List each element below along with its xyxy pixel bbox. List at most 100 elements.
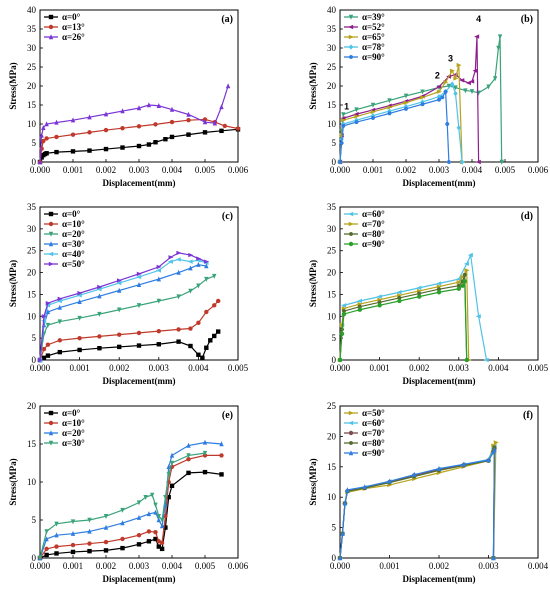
data-point [354, 114, 360, 119]
x-tick-label: 0.002 [96, 561, 116, 571]
legend-label: α=0° [62, 12, 81, 22]
data-point [70, 530, 76, 536]
series-0 [37, 329, 221, 363]
panel-6: 0.000 0.001 0.002 0.003 0.004 0 5 10 15 20 25 Displ… [308, 401, 549, 584]
data-point [387, 478, 392, 484]
data-point [204, 259, 210, 264]
series-line [339, 281, 468, 361]
data-point [202, 119, 208, 125]
data-point [420, 89, 425, 95]
legend-label: α=90° [362, 448, 385, 458]
x-tick-label: 0.000 [330, 165, 351, 175]
data-point [57, 319, 62, 325]
x-axis-title: Displacement(mm) [103, 376, 176, 386]
legend-label: α=20° [62, 229, 85, 239]
panel-label: (e) [222, 410, 233, 421]
x-tick-label: 0.000 [330, 561, 351, 571]
panel-label: (a) [221, 14, 233, 25]
y-tick-label: 5 [32, 333, 37, 343]
y-tick-label: 25 [327, 246, 337, 256]
legend-label: α=80° [362, 229, 385, 239]
data-point [412, 471, 417, 477]
data-point [341, 118, 347, 123]
y-tick-label: 30 [327, 43, 337, 53]
y-tick-label: 10 [27, 119, 37, 129]
data-point [44, 546, 49, 552]
data-point [186, 132, 191, 137]
data-point [169, 134, 175, 140]
data-point [44, 536, 49, 542]
data-point [186, 470, 191, 476]
data-point [136, 274, 142, 280]
legend-marker [348, 34, 354, 40]
data-point [196, 283, 201, 289]
data-point [87, 548, 92, 554]
y-axis-title: Stress(MPa) [8, 62, 18, 109]
data-point [204, 263, 209, 269]
x-tick-label: 0.002 [409, 363, 429, 373]
data-point [219, 453, 224, 458]
x-tick-label: 0.000 [30, 363, 51, 373]
data-point [456, 279, 462, 285]
panel-1: 0.000 0.001 0.002 0.003 0.004 0.005 0.006 0 5 10 1… [8, 5, 249, 188]
data-point [156, 298, 161, 304]
data-point [337, 357, 343, 363]
data-point [37, 357, 43, 363]
data-point [202, 130, 208, 135]
series-5 [37, 250, 210, 363]
plot-frame [39, 206, 239, 361]
y-tick-label: 10 [327, 311, 337, 321]
data-point [453, 76, 459, 81]
panel-4: 0.000 0.001 0.002 0.003 0.004 0.005 0 5 10 15 20 25… [308, 202, 549, 386]
data-point [416, 285, 422, 291]
data-point [57, 349, 62, 355]
series-1 [337, 444, 497, 561]
data-point [188, 252, 194, 258]
data-point [120, 545, 125, 551]
data-point [70, 519, 76, 525]
y-tick-label: 5 [332, 333, 337, 343]
data-point [117, 287, 122, 293]
y-tick-label: 20 [327, 431, 337, 441]
y-tick-label: 20 [327, 81, 337, 91]
legend-marker [348, 211, 354, 217]
data-point [41, 355, 47, 361]
x-tick-label: 0.003 [449, 363, 470, 373]
data-point [403, 93, 409, 99]
y-axis-title: Stress(MPa) [308, 458, 318, 505]
data-point [462, 279, 467, 284]
data-point [153, 122, 158, 127]
data-point [136, 500, 142, 506]
data-point [436, 287, 442, 292]
data-point [44, 151, 49, 156]
data-point [492, 446, 497, 452]
data-point [70, 549, 76, 555]
data-point [169, 119, 175, 125]
data-point [166, 472, 171, 478]
series-line [39, 441, 222, 559]
data-point [156, 544, 161, 549]
y-tick-label: 25 [327, 62, 337, 72]
data-point [136, 303, 142, 309]
data-point [159, 523, 165, 529]
data-point [176, 294, 181, 300]
data-point [446, 83, 452, 89]
data-point [70, 149, 76, 154]
y-tick-label: 30 [27, 43, 37, 53]
data-point [476, 90, 481, 96]
data-point [453, 85, 458, 91]
data-point [76, 293, 82, 298]
data-point [54, 521, 59, 527]
data-point [456, 283, 461, 288]
data-point [219, 441, 224, 447]
data-point [463, 88, 468, 94]
data-point [212, 120, 218, 126]
y-tick-label: 35 [27, 202, 37, 212]
data-point [156, 328, 161, 334]
data-point [196, 320, 201, 326]
data-point [483, 357, 489, 363]
x-tick-label: 0.000 [330, 363, 351, 373]
data-point [54, 119, 59, 125]
data-point [96, 286, 102, 292]
data-point [37, 159, 43, 165]
